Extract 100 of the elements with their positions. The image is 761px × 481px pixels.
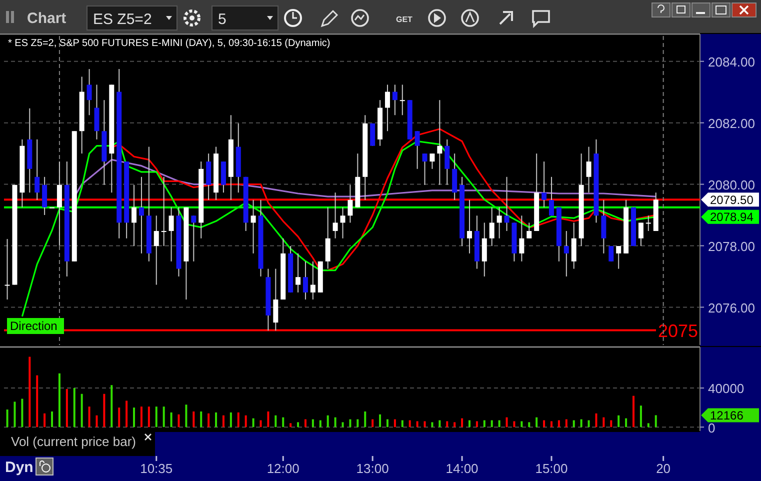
- bar: [536, 417, 538, 428]
- bar: [133, 408, 136, 428]
- bar: [498, 420, 500, 428]
- candlestick: [168, 206, 174, 262]
- candlestick: [616, 246, 622, 270]
- bar: [580, 419, 582, 428]
- candlestick: [392, 84, 398, 116]
- bar: [558, 420, 560, 428]
- bar: [244, 415, 247, 428]
- candlestick: [138, 176, 144, 254]
- bar: [326, 415, 329, 428]
- candlestick: [414, 130, 420, 170]
- candlestick: [437, 100, 442, 186]
- bar: [408, 420, 411, 428]
- bar: [208, 413, 210, 428]
- bar: [192, 411, 195, 428]
- candlestick: [571, 222, 576, 270]
- bar: [252, 418, 254, 428]
- bar: [21, 398, 24, 428]
- bar: [372, 419, 374, 428]
- bar: [640, 406, 642, 428]
- candlestick: [422, 153, 428, 186]
- candlestick: [191, 215, 196, 262]
- y-tick-label: 2084.00: [708, 54, 755, 70]
- bar: [140, 406, 142, 428]
- chart-title: * ES Z5=2, S&P 500 FUTURES E-MINI (DAY), 5, 09:30-16:15 (Dynamic): [8, 38, 330, 49]
- y-tick-label: 2080.00: [708, 177, 755, 192]
- ref-line-label: 2075: [658, 321, 698, 342]
- candlestick: [504, 176, 510, 232]
- bar: [312, 419, 314, 428]
- x-tick-label: 15:00: [535, 461, 568, 476]
- candlestick: [325, 206, 330, 270]
- bar: [282, 417, 284, 428]
- bar: [80, 394, 83, 428]
- bar: [170, 412, 172, 428]
- candlestick: [296, 252, 301, 293]
- y-tick-label: 2082.00: [708, 116, 755, 132]
- candlestick: [452, 153, 458, 200]
- candlestick: [94, 84, 100, 140]
- bar: [267, 411, 270, 428]
- bar: [148, 406, 150, 428]
- x-tick-label: 13:00: [356, 461, 389, 476]
- candlestick: [638, 222, 644, 247]
- text: Vol (current price bar): [11, 434, 136, 449]
- candlestick: [86, 68, 92, 116]
- bar: [595, 413, 598, 428]
- bar: [230, 412, 232, 428]
- candlestick: [548, 176, 554, 216]
- bar: [349, 419, 352, 428]
- bar: [424, 421, 426, 428]
- candlestick: [542, 161, 547, 208]
- bar: [647, 423, 650, 428]
- bar: [118, 408, 120, 428]
- candlestick: [496, 206, 502, 239]
- bar: [44, 413, 46, 428]
- bar: [162, 406, 165, 428]
- bar: [543, 420, 546, 428]
- x-tick-label: 10:35: [140, 461, 173, 476]
- candlestick: [646, 215, 651, 232]
- bar: [528, 422, 530, 428]
- bar: [654, 415, 657, 428]
- bar: [274, 415, 277, 428]
- candlestick: [56, 161, 62, 246]
- bar: [334, 417, 336, 428]
- y-tick-label: 2076.00: [708, 300, 755, 316]
- candlestick: [519, 215, 524, 262]
- bar: [215, 412, 218, 428]
- bar: [394, 419, 396, 428]
- y-tick-label: 0: [708, 420, 716, 436]
- bar: [520, 421, 523, 428]
- bar: [304, 419, 306, 428]
- candlestick: [601, 199, 606, 254]
- bar: [110, 385, 113, 428]
- bar: [260, 420, 262, 428]
- bar: [550, 421, 552, 428]
- bar: [237, 412, 240, 428]
- text: Dyn: [5, 459, 34, 476]
- bar: [476, 421, 478, 428]
- candlestick: [466, 199, 472, 254]
- y-tick-label: 2078.00: [708, 238, 755, 254]
- candlestick: [154, 215, 159, 286]
- bar: [602, 417, 605, 428]
- candlestick: [384, 84, 390, 132]
- text: 20: [656, 461, 671, 476]
- bar: [290, 423, 292, 428]
- candlestick: [310, 260, 316, 300]
- bar: [416, 421, 418, 428]
- candlestick: [564, 230, 569, 277]
- bar: [222, 415, 224, 428]
- bar: [51, 411, 54, 428]
- bar: [483, 420, 486, 428]
- bar: [103, 394, 106, 428]
- bar: [588, 420, 590, 428]
- candlestick: [430, 153, 435, 170]
- bar: [14, 402, 16, 428]
- candlestick: [340, 206, 346, 239]
- bar: [96, 415, 98, 428]
- bar: [364, 411, 366, 428]
- text: 2078.94: [710, 210, 754, 224]
- bar: [200, 411, 202, 428]
